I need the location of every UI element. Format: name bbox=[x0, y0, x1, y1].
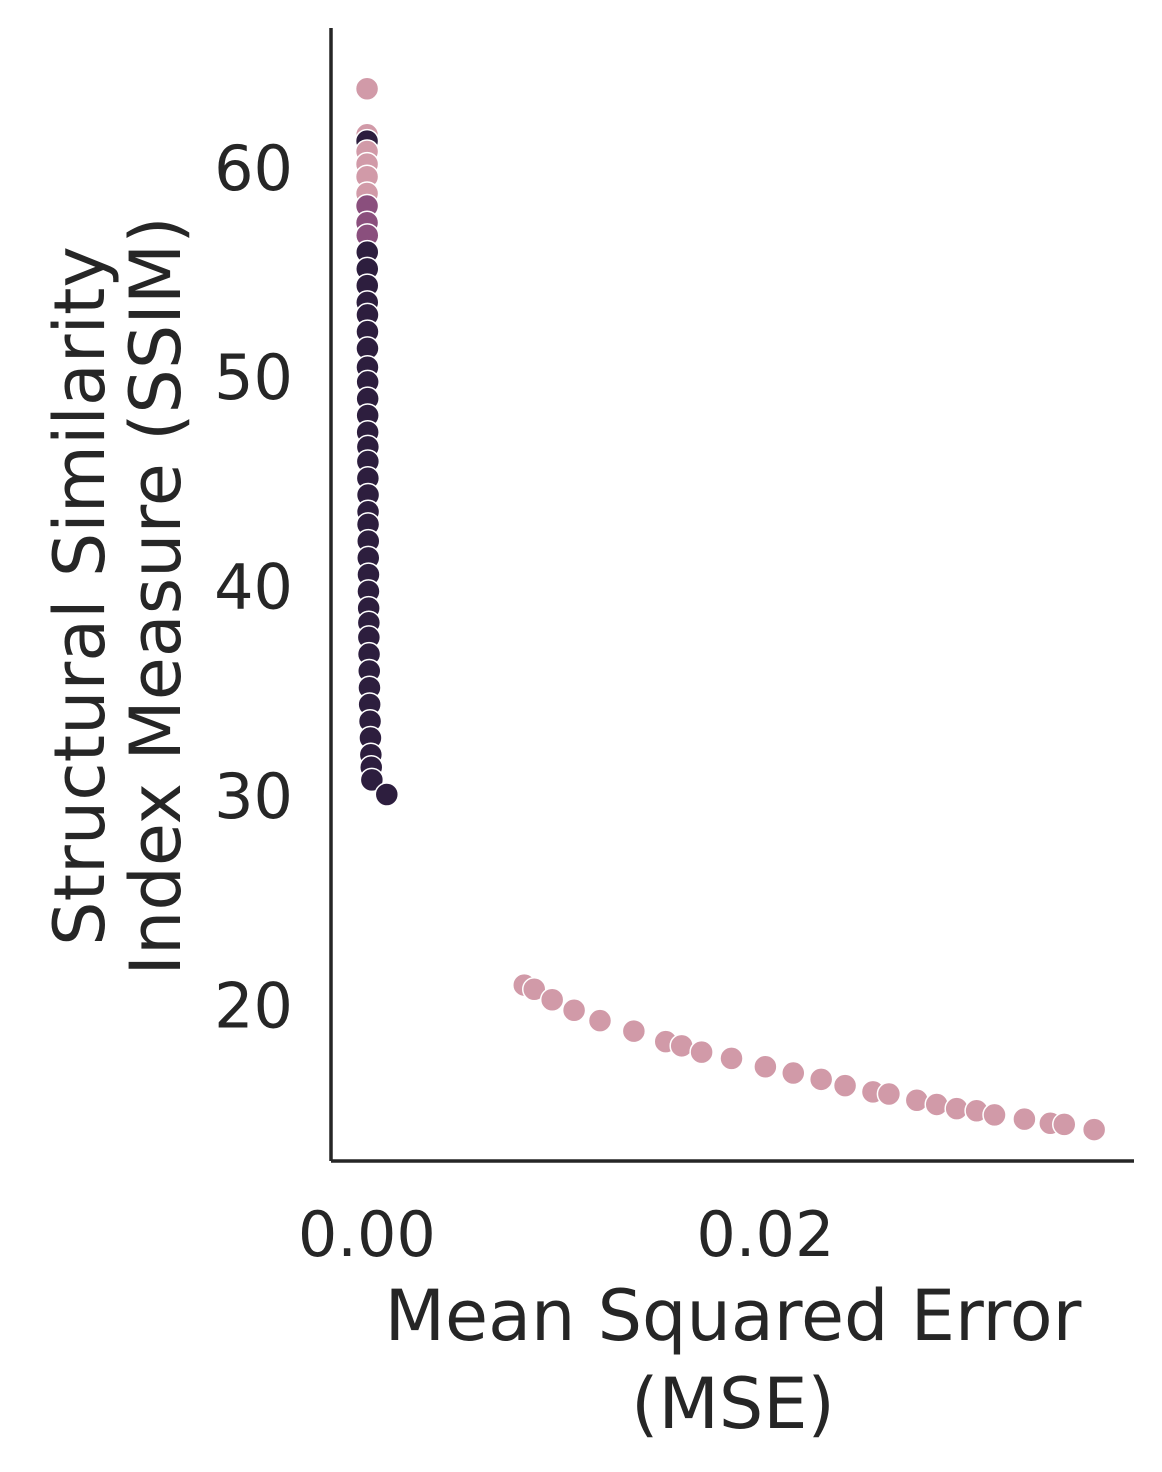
y-axis-ticks: 20 30 40 50 60 bbox=[214, 132, 293, 1043]
x-axis-label-line-1: Mean Squared Error bbox=[385, 1275, 1082, 1357]
y-tick-label: 50 bbox=[214, 341, 293, 414]
y-axis-label-line-1: Structural Similarity bbox=[39, 246, 121, 946]
y-axis-label-line-2: Index Measure (SSIM) bbox=[115, 216, 197, 975]
x-tick-label: 0.02 bbox=[696, 1198, 834, 1271]
y-tick-label: 20 bbox=[214, 970, 293, 1043]
scatter-point bbox=[924, 1092, 949, 1117]
points-layer bbox=[354, 76, 1107, 1142]
scatter-point bbox=[621, 1018, 647, 1044]
scatter-point bbox=[561, 997, 587, 1023]
x-tick-label: 0.00 bbox=[298, 1198, 436, 1271]
scatter-point bbox=[521, 977, 547, 1002]
x-axis-ticks: 0.00 0.02 bbox=[298, 1198, 835, 1271]
scatter-point bbox=[539, 987, 565, 1012]
scatter-point bbox=[904, 1088, 930, 1113]
y-tick-label: 30 bbox=[214, 760, 293, 833]
scatter-point bbox=[1012, 1106, 1037, 1132]
y-tick-label: 60 bbox=[214, 132, 293, 205]
scatter-point bbox=[753, 1054, 778, 1080]
y-tick-label: 40 bbox=[214, 551, 293, 624]
scatter-point bbox=[1052, 1112, 1077, 1137]
scatter-point bbox=[359, 767, 385, 793]
scatter-point bbox=[1081, 1117, 1107, 1142]
scatter-point bbox=[374, 782, 400, 807]
scatter-point bbox=[808, 1067, 834, 1092]
scatter-point bbox=[832, 1073, 858, 1098]
scatter-point bbox=[876, 1081, 902, 1107]
scatter-point bbox=[781, 1060, 806, 1086]
scatter-point bbox=[689, 1039, 714, 1065]
x-axis-label-line-2: (MSE) bbox=[631, 1363, 835, 1445]
scatter-point bbox=[587, 1008, 613, 1033]
scatter-point bbox=[719, 1046, 744, 1071]
scatter-point bbox=[354, 76, 380, 101]
scatter-point bbox=[982, 1102, 1007, 1128]
